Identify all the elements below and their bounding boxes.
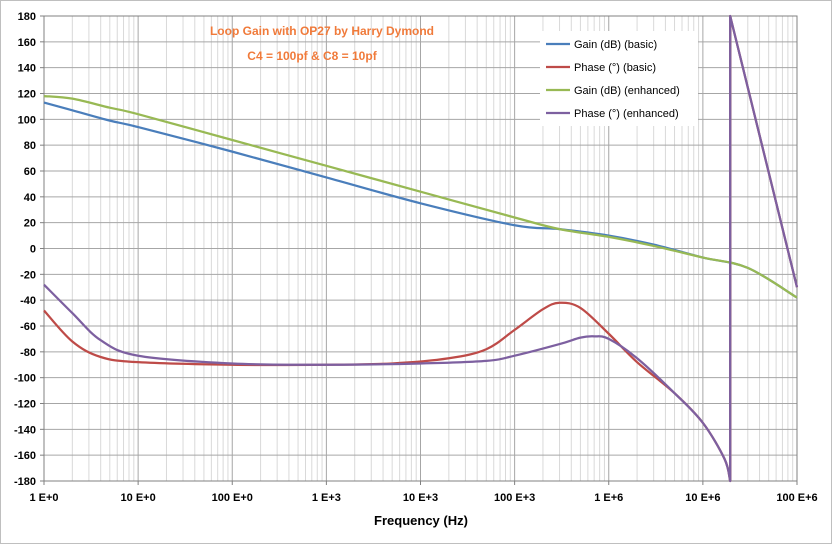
y-tick-label: 20	[24, 218, 36, 230]
series-line-3	[43, 94, 798, 299]
y-tick-label: -120	[14, 399, 36, 411]
legend-entry: Phase (°) (basic)	[574, 62, 656, 74]
x-tick-label: 1 E+6	[594, 492, 623, 504]
x-axis-label: Frequency (Hz)	[374, 513, 468, 528]
x-tick-label: 100 E+3	[494, 492, 535, 504]
chart-subtitle: C4 = 100pf & C8 = 10pf	[247, 49, 377, 63]
legend-entry: Phase (°) (enhanced)	[574, 108, 679, 120]
y-tick-label: -140	[14, 424, 36, 436]
y-tick-label: -100	[14, 373, 36, 385]
y-tick-label: 40	[24, 192, 36, 204]
x-tick-label: 1 E+3	[312, 492, 341, 504]
x-tick-label: 10 E+3	[403, 492, 438, 504]
x-tick-label: 10 E+0	[121, 492, 156, 504]
series-line-4	[43, 14, 799, 483]
legend: Gain (dB) (basic) Phase (°) (basic) Gain (…	[540, 31, 698, 126]
y-tick-label: -20	[20, 269, 36, 281]
y-tick-label: 100	[18, 114, 36, 126]
chart-title: Loop Gain with OP27 by Harry Dymond	[210, 24, 434, 38]
series	[43, 14, 799, 483]
y-tick-label: 0	[30, 244, 36, 256]
y-tick-label: 80	[24, 140, 36, 152]
x-tick-label: 10 E+6	[685, 492, 720, 504]
legend-entry: Gain (dB) (basic)	[574, 39, 657, 51]
y-tick-label: -80	[20, 347, 36, 359]
y-axis-ticks: 180 160 140 120 100 80 60 40 20 0 -20 -40 -60 -80 -100…	[14, 11, 44, 488]
x-tick-label: 100 E+0	[212, 492, 253, 504]
x-tick-label: 100 E+6	[776, 492, 817, 504]
y-tick-label: 60	[24, 166, 36, 178]
x-tick-label: 1 E+0	[29, 492, 58, 504]
y-tick-label: -160	[14, 450, 36, 462]
x-axis-ticks: 1 E+0 10 E+0 100 E+0 1 E+3 10 E+3 100 E+3 1 E+…	[29, 481, 818, 504]
y-tick-label: -60	[20, 321, 36, 333]
y-tick-label: 120	[18, 89, 36, 101]
y-tick-label: 180	[18, 11, 36, 23]
legend-box	[540, 31, 698, 126]
y-tick-label: 160	[18, 37, 36, 49]
y-tick-label: 140	[18, 63, 36, 75]
y-tick-label: -180	[14, 476, 36, 488]
y-tick-label: -40	[20, 295, 36, 307]
legend-entry: Gain (dB) (enhanced)	[574, 85, 680, 97]
